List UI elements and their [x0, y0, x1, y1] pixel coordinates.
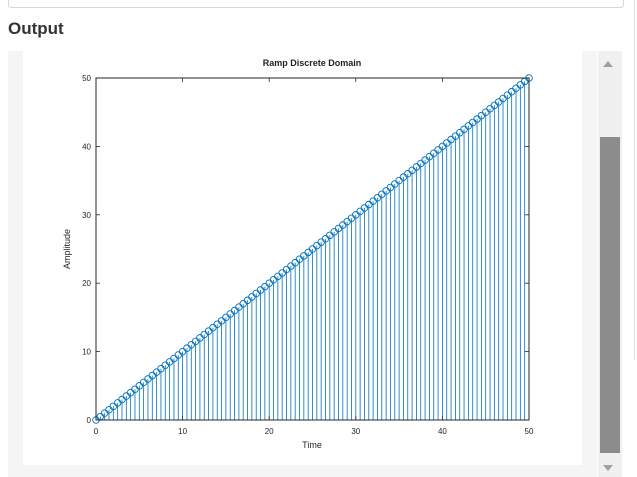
x-tick-label: 30 [351, 427, 360, 436]
y-tick-label: 0 [87, 416, 92, 425]
y-axis-label: Amplitude [62, 229, 72, 269]
y-tick-label: 50 [82, 74, 91, 83]
stem-markers-group [92, 74, 533, 424]
y-tick-label: 20 [82, 279, 91, 288]
vertical-scrollbar[interactable] [598, 51, 622, 477]
y-tick-label: 10 [82, 348, 91, 357]
scroll-down-arrow-icon[interactable] [603, 465, 613, 471]
scroll-up-arrow-icon[interactable] [603, 61, 613, 67]
previous-cell-box [8, 0, 624, 8]
ramp-stem-chart: Ramp Discrete Domain 0 10 20 30 40 50 0 10 20 30… [62, 58, 534, 450]
y-tick-label: 30 [82, 211, 91, 220]
x-tick-label: 40 [438, 427, 447, 436]
y-axis-ticks: 0 10 20 30 40 50 [82, 74, 529, 425]
x-tick-label: 0 [94, 427, 99, 436]
x-tick-label: 20 [265, 427, 274, 436]
x-tick-label: 50 [525, 427, 534, 436]
x-tick-label: 10 [178, 427, 187, 436]
scrollbar-thumb[interactable] [600, 137, 620, 453]
x-axis-label: Time [302, 440, 322, 450]
plot-figure: Ramp Discrete Domain 0 10 20 30 40 50 0 10 20 30… [23, 51, 582, 465]
output-heading: Output [8, 19, 64, 38]
stem-lines-group [99, 78, 530, 420]
panel-edge-divider [634, 0, 635, 360]
plot-axes-box [95, 77, 530, 421]
chart-title: Ramp Discrete Domain [263, 58, 362, 68]
x-axis-ticks: 0 10 20 30 40 50 [94, 78, 534, 436]
y-tick-label: 40 [82, 142, 91, 151]
